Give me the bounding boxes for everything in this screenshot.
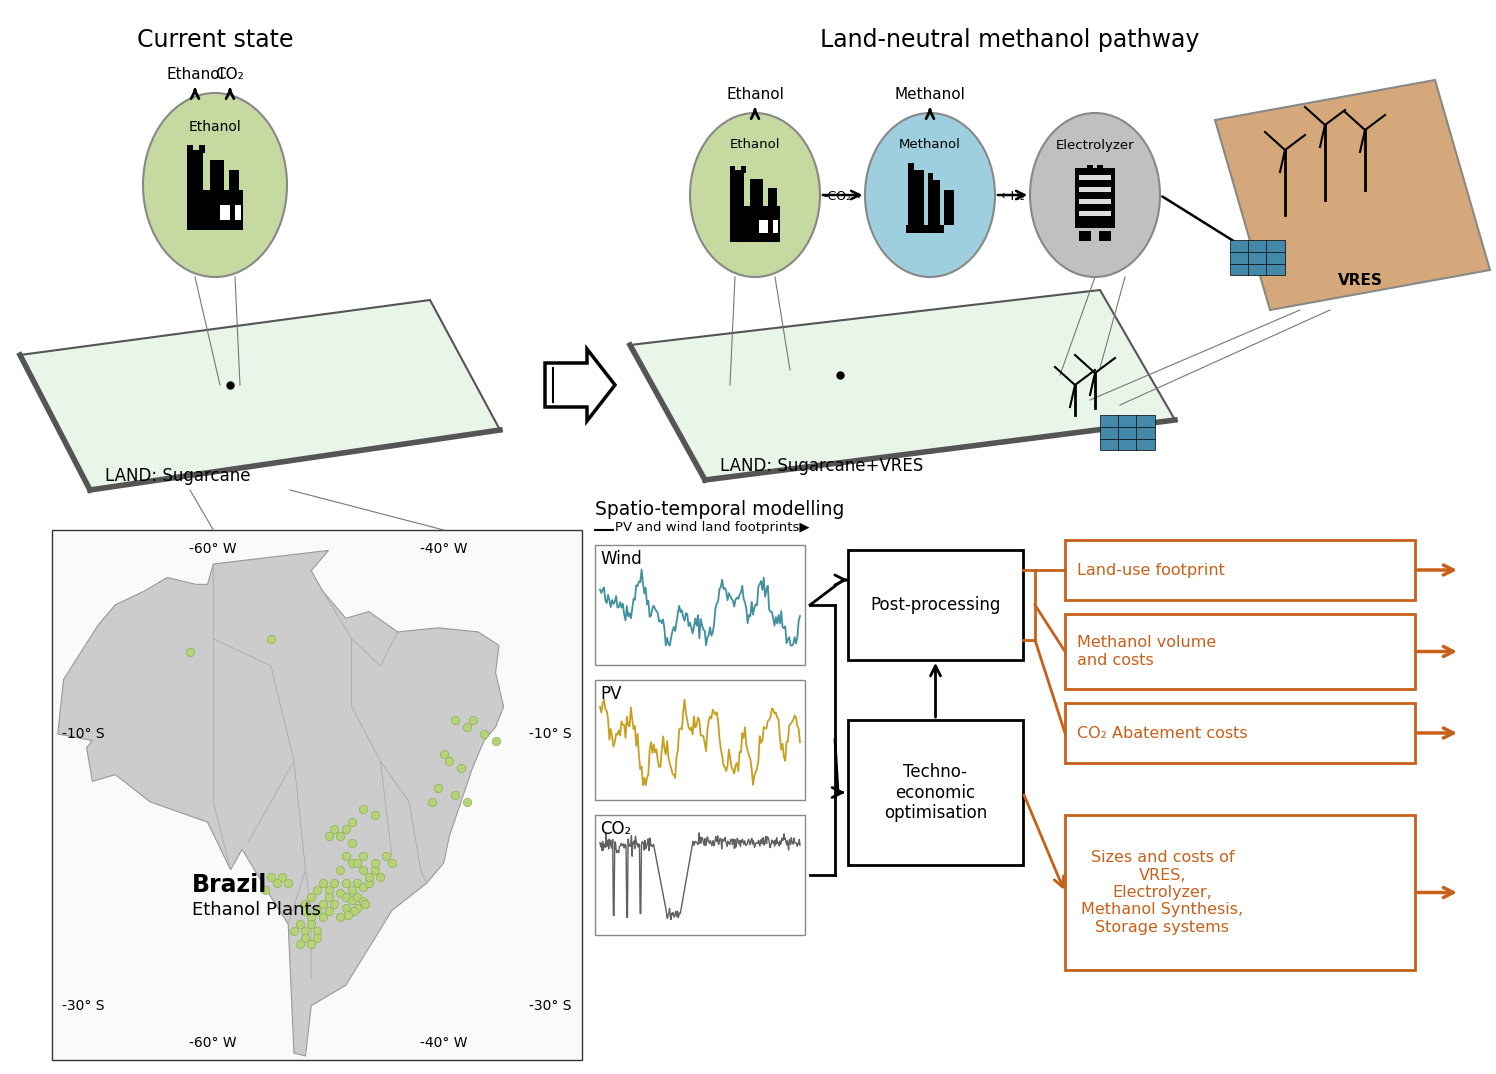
Text: -10° S: -10° S bbox=[530, 727, 571, 741]
Text: Land-neutral methanol pathway: Land-neutral methanol pathway bbox=[820, 28, 1200, 52]
Polygon shape bbox=[19, 300, 500, 490]
Text: Wind: Wind bbox=[600, 550, 642, 568]
Bar bbox=[1097, 165, 1103, 170]
Bar bbox=[1079, 211, 1112, 216]
Text: Ethanol: Ethanol bbox=[166, 67, 224, 82]
Text: Electrolyzer: Electrolyzer bbox=[1056, 139, 1134, 151]
Bar bbox=[187, 190, 242, 230]
Bar bbox=[1088, 165, 1094, 170]
Text: Techno-
economic
optimisation: Techno- economic optimisation bbox=[884, 763, 987, 823]
Bar bbox=[928, 173, 934, 182]
Bar bbox=[908, 170, 925, 224]
Bar bbox=[595, 680, 805, 800]
Text: -30° S: -30° S bbox=[61, 999, 105, 1013]
Ellipse shape bbox=[690, 113, 820, 277]
Text: LAND: Sugarcane: LAND: Sugarcane bbox=[105, 467, 250, 485]
Bar bbox=[741, 165, 747, 173]
Text: PV: PV bbox=[600, 685, 621, 703]
Bar bbox=[944, 190, 954, 224]
Polygon shape bbox=[545, 349, 615, 421]
Bar bbox=[187, 145, 193, 153]
Bar bbox=[760, 219, 769, 233]
Bar bbox=[908, 163, 914, 173]
Bar bbox=[52, 529, 582, 1060]
Text: Ethanol: Ethanol bbox=[726, 87, 784, 102]
Bar bbox=[595, 545, 805, 665]
Bar bbox=[1065, 815, 1415, 970]
Text: -30° S: -30° S bbox=[530, 999, 571, 1013]
Bar bbox=[1079, 187, 1112, 192]
Text: Land-use footprint: Land-use footprint bbox=[1077, 563, 1225, 578]
Bar bbox=[1100, 415, 1155, 450]
Text: -CO₂→: -CO₂→ bbox=[823, 190, 862, 203]
Text: Methanol: Methanol bbox=[899, 139, 960, 151]
Text: Sizes and costs of
VRES,
Electrolyzer,
Methanol Synthesis,
Storage systems: Sizes and costs of VRES, Electrolyzer, M… bbox=[1082, 851, 1243, 934]
Text: -60° W: -60° W bbox=[190, 1036, 238, 1050]
Bar bbox=[1065, 614, 1415, 690]
Bar bbox=[187, 150, 203, 192]
Bar bbox=[229, 170, 239, 193]
Text: Ethanol: Ethanol bbox=[188, 120, 241, 134]
Bar bbox=[730, 170, 744, 207]
Bar bbox=[1076, 168, 1115, 228]
Text: Ethanol Plants: Ethanol Plants bbox=[191, 901, 320, 919]
Text: Methanol volume
and costs: Methanol volume and costs bbox=[1077, 636, 1216, 668]
Polygon shape bbox=[1215, 79, 1490, 310]
Bar bbox=[1100, 231, 1112, 241]
Text: Current state: Current state bbox=[136, 28, 293, 52]
Bar bbox=[848, 550, 1023, 661]
Text: Brazil: Brazil bbox=[191, 873, 268, 897]
Bar bbox=[928, 180, 939, 224]
Bar bbox=[767, 188, 776, 208]
Text: Post-processing: Post-processing bbox=[871, 596, 1001, 614]
Bar bbox=[1079, 175, 1112, 180]
Polygon shape bbox=[630, 290, 1174, 480]
Bar bbox=[848, 720, 1023, 865]
Polygon shape bbox=[58, 550, 504, 1056]
Text: ←H₂: ←H₂ bbox=[999, 190, 1025, 203]
Bar bbox=[1079, 199, 1112, 204]
Bar bbox=[730, 206, 781, 242]
Bar bbox=[595, 815, 805, 935]
Text: PV and wind land footprints▶: PV and wind land footprints▶ bbox=[615, 522, 809, 535]
Bar bbox=[1065, 540, 1415, 600]
Text: CO₂: CO₂ bbox=[600, 821, 631, 838]
Ellipse shape bbox=[1031, 113, 1159, 277]
Text: LAND: Sugarcane+VRES: LAND: Sugarcane+VRES bbox=[720, 458, 923, 475]
Text: Ethanol: Ethanol bbox=[730, 139, 781, 151]
Text: -10° S: -10° S bbox=[61, 727, 105, 741]
Bar bbox=[773, 219, 778, 233]
Ellipse shape bbox=[144, 93, 287, 277]
Text: VRES: VRES bbox=[1337, 273, 1382, 288]
Bar bbox=[209, 160, 224, 193]
Bar bbox=[1230, 240, 1285, 275]
Bar bbox=[1079, 231, 1091, 241]
Text: -40° W: -40° W bbox=[420, 1036, 467, 1050]
Text: CO₂: CO₂ bbox=[215, 67, 244, 82]
Text: -40° W: -40° W bbox=[420, 542, 467, 556]
Bar bbox=[220, 205, 230, 220]
Bar bbox=[907, 224, 944, 233]
Bar bbox=[235, 205, 241, 220]
Ellipse shape bbox=[865, 113, 995, 277]
Bar bbox=[199, 145, 205, 153]
Bar bbox=[1065, 703, 1415, 763]
Text: Spatio-temporal modelling: Spatio-temporal modelling bbox=[595, 500, 844, 519]
Bar bbox=[730, 165, 735, 173]
Text: Methanol: Methanol bbox=[895, 87, 965, 102]
Bar bbox=[751, 179, 763, 208]
Text: -60° W: -60° W bbox=[190, 542, 238, 556]
Text: CO₂ Abatement costs: CO₂ Abatement costs bbox=[1077, 726, 1248, 740]
